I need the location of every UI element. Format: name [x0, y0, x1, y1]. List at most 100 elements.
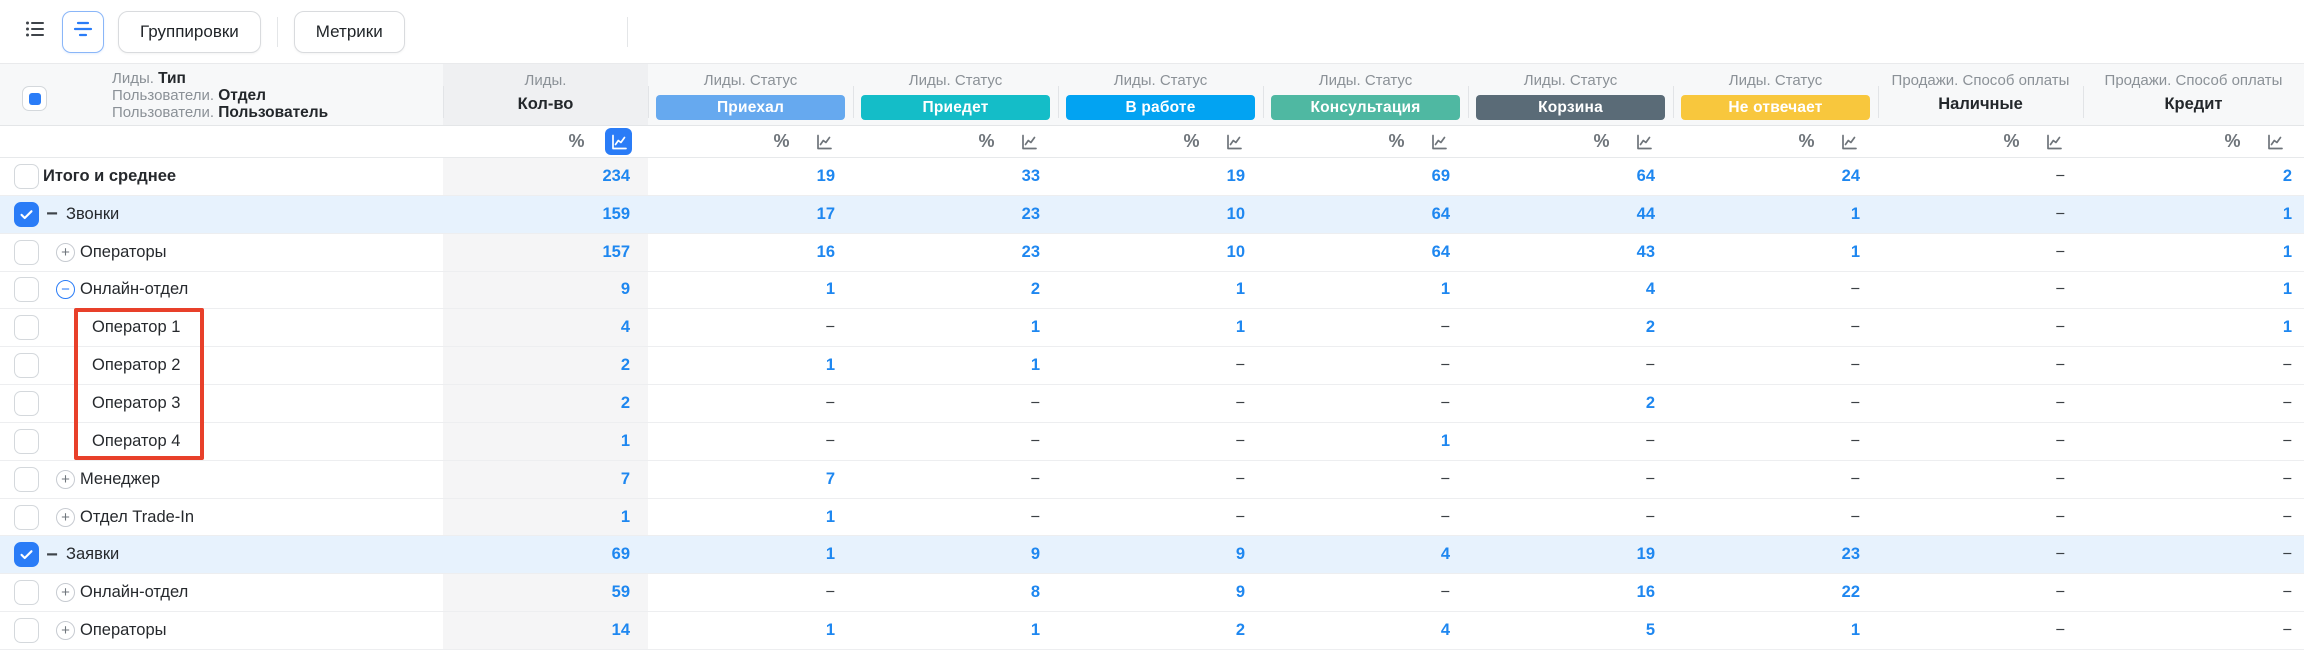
- row-checkbox[interactable]: [14, 353, 39, 379]
- percent-toggle-icon[interactable]: %: [1183, 131, 1200, 151]
- expander-icon[interactable]: −: [56, 280, 75, 300]
- row-checkbox[interactable]: [14, 239, 39, 265]
- expander-icon[interactable]: −: [46, 543, 58, 566]
- value-cell: 17: [816, 204, 835, 223]
- expander-icon[interactable]: −: [46, 203, 58, 226]
- row-checkbox[interactable]: [14, 315, 39, 341]
- tree-view-toggle[interactable]: [62, 10, 104, 53]
- value-cell: −: [1850, 507, 1860, 526]
- row-checkbox[interactable]: [14, 163, 39, 189]
- value-cell: 1: [443, 422, 648, 460]
- column-header[interactable]: Лиды. Статус Приехал: [648, 64, 853, 125]
- expander-icon[interactable]: +: [56, 621, 75, 641]
- value-cell: −: [2055, 166, 2065, 185]
- value-cell: 2: [443, 347, 648, 385]
- row-checkbox[interactable]: [14, 580, 39, 606]
- expander-icon[interactable]: +: [56, 583, 75, 603]
- table-row[interactable]: + Отдел Trade-In 1 1 − − − − − − −: [0, 498, 2304, 537]
- row-label-cell: Оператор 3: [0, 385, 443, 422]
- status-badge: В работе: [1066, 95, 1255, 120]
- column-tools-spacer: [0, 126, 443, 157]
- value-cell: −: [1235, 393, 1245, 412]
- column-header[interactable]: Лиды. Кол-во: [443, 64, 648, 125]
- value-cell: 1: [1850, 242, 1860, 261]
- row-checkbox[interactable]: [14, 466, 39, 492]
- table-row[interactable]: + Менеджер 7 7 − − − − − − −: [0, 460, 2304, 499]
- chart-toggle-icon[interactable]: [1630, 128, 1657, 155]
- value-cell: −: [1030, 469, 1040, 488]
- expander-icon[interactable]: +: [56, 469, 75, 489]
- row-checkbox[interactable]: [14, 618, 39, 644]
- percent-toggle-icon[interactable]: %: [2003, 131, 2020, 151]
- percent-toggle-icon[interactable]: %: [978, 131, 995, 151]
- chart-toggle-icon[interactable]: [810, 128, 837, 155]
- percent-toggle-icon[interactable]: %: [773, 131, 790, 151]
- value-cell: 9: [443, 271, 648, 309]
- select-all-checkbox[interactable]: [22, 86, 47, 111]
- value-cell: 14: [443, 612, 648, 649]
- table-row[interactable]: − Заявки 69 1 9 9 4 19 23− −: [0, 536, 2304, 575]
- value-cell: −: [1235, 469, 1245, 488]
- value-cell: 69: [611, 545, 630, 564]
- table-row[interactable]: Оператор 3 2 − − − − 2 − − −: [0, 385, 2304, 423]
- value-cell: −: [1030, 393, 1040, 412]
- table-row[interactable]: Оператор 2 2 1 1 − − − − − −: [0, 347, 2304, 386]
- list-view-toggle[interactable]: [14, 10, 56, 53]
- value-cell: 1: [1030, 318, 1040, 337]
- chart-toggle-icon[interactable]: [1425, 128, 1452, 155]
- column-header[interactable]: Продажи. Способ оплаты Наличные: [1878, 64, 2083, 125]
- row-checkbox[interactable]: [14, 277, 39, 303]
- table-row[interactable]: + Онлайн-отдел 59 − 8 9 − 16 22 − −: [0, 574, 2304, 613]
- expander-icon[interactable]: +: [56, 242, 75, 262]
- chart-toggle-icon[interactable]: [2261, 128, 2288, 155]
- percent-toggle-icon[interactable]: %: [2224, 131, 2241, 151]
- table-row[interactable]: + Операторы 157 16 23 10 64 43 1 − 1: [0, 233, 2304, 272]
- row-label-cell: Оператор 2: [0, 347, 443, 384]
- row-label-cell: Оператор 1: [0, 309, 443, 346]
- value-cell: −: [2282, 583, 2292, 602]
- value-cell: −: [2055, 545, 2065, 564]
- column-header[interactable]: Лиды. Статус Консультация: [1263, 64, 1468, 125]
- expander-icon[interactable]: +: [56, 507, 75, 527]
- column-header[interactable]: Лиды. Статус Не отвечает: [1673, 64, 1878, 125]
- table-row[interactable]: Оператор 4 1 − − − 1 − − − −: [0, 422, 2304, 461]
- column-title: Продажи. Способ оплаты: [1891, 72, 2070, 89]
- percent-toggle-icon[interactable]: %: [568, 131, 585, 151]
- table-row[interactable]: − Онлайн-отдел 9 1 2 1 1 4 − − 1: [0, 271, 2304, 310]
- percent-toggle-icon[interactable]: %: [1798, 131, 1815, 151]
- metrics-button[interactable]: Метрики: [293, 10, 405, 53]
- chart-toggle-icon[interactable]: [2040, 128, 2067, 155]
- row-checkbox[interactable]: [14, 201, 39, 227]
- value-cell: −: [1235, 507, 1245, 526]
- value-cell: 1: [1030, 621, 1040, 640]
- row-checkbox[interactable]: [14, 542, 39, 568]
- column-header[interactable]: Лиды. Статус В работе: [1058, 64, 1263, 125]
- value-cell: 2: [443, 385, 648, 422]
- table-row[interactable]: Итого и среднее 234 19 33 19 69 64 24 − 2: [0, 158, 2304, 196]
- toolbar-separator: [626, 16, 628, 47]
- value-cell: 157: [443, 233, 648, 271]
- value-cell: 1: [825, 545, 835, 564]
- groupings-button[interactable]: Группировки: [118, 10, 261, 53]
- row-label: Заявки: [66, 545, 120, 564]
- row-checkbox[interactable]: [14, 428, 39, 454]
- table-row[interactable]: Оператор 1 4 − 1 1 − 2 − − 1: [0, 309, 2304, 348]
- chart-toggle-icon[interactable]: [1220, 128, 1247, 155]
- grouping-line: Лиды. Тип: [112, 70, 186, 87]
- status-badge: Приехал: [656, 95, 845, 120]
- percent-toggle-icon[interactable]: %: [1593, 131, 1610, 151]
- column-header[interactable]: Лиды. Статус Приедет: [853, 64, 1058, 125]
- chart-toggle-icon[interactable]: [605, 128, 632, 155]
- column-header[interactable]: Лиды. Статус Корзина: [1468, 64, 1673, 125]
- column-header[interactable]: Продажи. Способ оплаты Кредит: [2083, 64, 2304, 125]
- percent-toggle-icon[interactable]: %: [1388, 131, 1405, 151]
- value-cell: 44: [1636, 204, 1655, 223]
- row-checkbox[interactable]: [14, 504, 39, 530]
- table-row[interactable]: + Операторы 14 1 1 2 4 5 1 − −: [0, 612, 2304, 650]
- row-checkbox[interactable]: [14, 390, 39, 416]
- table-row[interactable]: − Звонки 159 17 23 10 64 44 1 − 1: [0, 195, 2304, 234]
- value-cell: 9: [1030, 545, 1040, 564]
- group-column-header[interactable]: Лиды. Тип Пользователи. Отдел Пользовате…: [0, 64, 443, 125]
- chart-toggle-icon[interactable]: [1835, 128, 1862, 155]
- chart-toggle-icon[interactable]: [1015, 128, 1042, 155]
